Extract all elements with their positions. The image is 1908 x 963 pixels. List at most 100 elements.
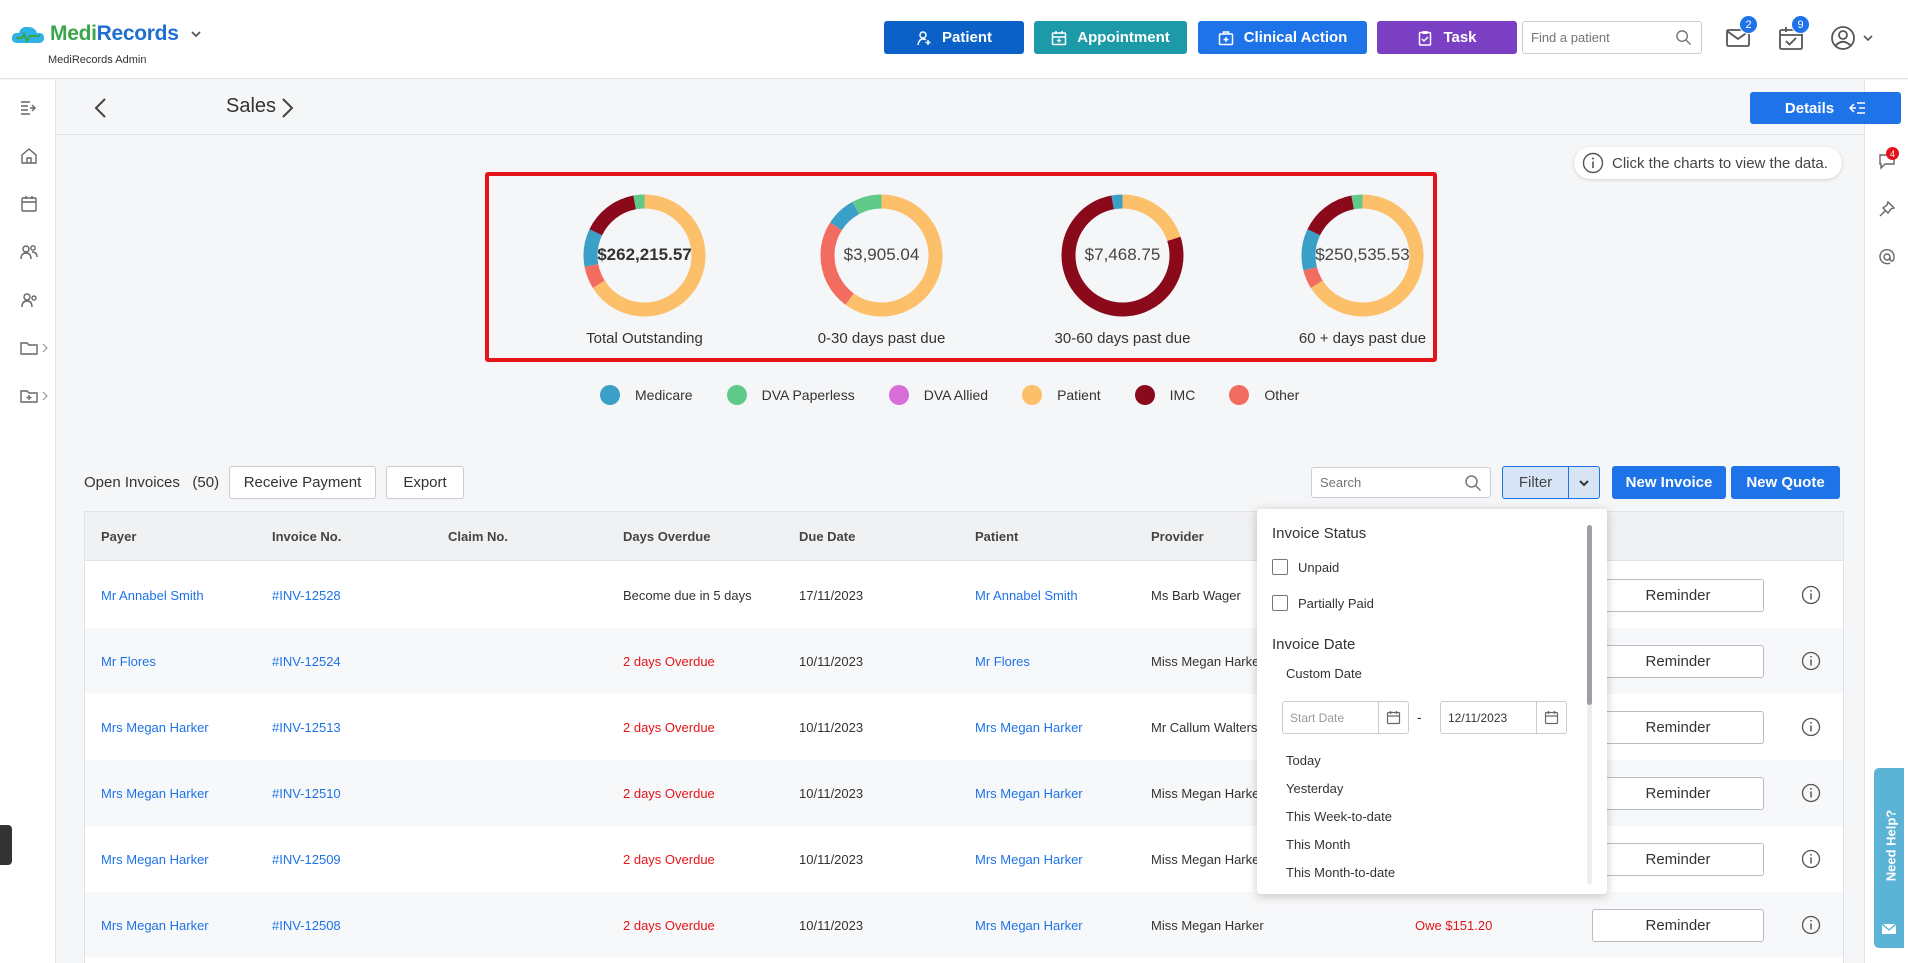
donut-chart[interactable] bbox=[582, 193, 707, 318]
donut-chart[interactable] bbox=[1060, 193, 1185, 318]
search-icon[interactable] bbox=[1675, 29, 1692, 46]
user-avatar-icon[interactable] bbox=[1829, 24, 1857, 52]
table-row[interactable]: Mrs Megan Harker #INV-12513 2 days Overdue… bbox=[85, 694, 1843, 760]
donut-segment-medicare[interactable] bbox=[1061, 194, 1184, 317]
payer-link[interactable]: Mr Annabel Smith bbox=[101, 588, 204, 603]
payer-link[interactable]: Mrs Megan Harker bbox=[101, 720, 209, 735]
legend-item-imc[interactable]: IMC bbox=[1134, 385, 1195, 405]
chevron-down-icon[interactable] bbox=[1862, 32, 1874, 44]
reminder-button[interactable]: Reminder bbox=[1592, 777, 1764, 810]
column-header-payer[interactable]: Payer bbox=[101, 529, 137, 544]
checkbox-box[interactable] bbox=[1272, 559, 1288, 575]
invoice-number-link[interactable]: #INV-12524 bbox=[272, 654, 341, 669]
chevron-left-icon[interactable] bbox=[91, 97, 111, 119]
column-header-provider[interactable]: Provider bbox=[1151, 529, 1204, 544]
invoice-number-link[interactable]: #INV-12513 bbox=[272, 720, 341, 735]
end-date-field[interactable]: 12/11/2023 bbox=[1440, 701, 1567, 734]
reminder-button[interactable]: Reminder bbox=[1592, 909, 1764, 942]
column-header-due-date[interactable]: Due Date bbox=[799, 529, 856, 544]
chart-30-60-days[interactable]: $7,468.75 30-60 days past due bbox=[1020, 193, 1220, 353]
payer-link[interactable]: Mrs Megan Harker bbox=[101, 918, 209, 933]
folder-add-icon[interactable] bbox=[19, 386, 39, 406]
chevron-right-icon[interactable] bbox=[277, 97, 297, 119]
table-row[interactable]: Mr Annabel Smith #INV-12528 Become due in … bbox=[85, 562, 1843, 628]
chart-60-plus-days[interactable]: $250,535.53 60 + days past due bbox=[1260, 193, 1460, 353]
receive-payment-button[interactable]: Receive Payment bbox=[229, 466, 376, 499]
invoice-number-link[interactable]: #INV-12510 bbox=[272, 786, 341, 801]
invoice-number-link[interactable]: #INV-12509 bbox=[272, 852, 341, 867]
new-task-button[interactable]: Task bbox=[1377, 21, 1517, 54]
patient-link[interactable]: Mrs Megan Harker bbox=[975, 786, 1083, 801]
column-header-claim[interactable]: Claim No. bbox=[448, 529, 508, 544]
unpaid-checkbox[interactable]: Unpaid bbox=[1272, 559, 1339, 575]
new-patient-button[interactable]: Patient bbox=[884, 21, 1024, 54]
invoice-number-link[interactable]: #INV-12528 bbox=[272, 588, 341, 603]
need-help-tab[interactable]: Need Help? bbox=[1874, 768, 1904, 948]
payer-link[interactable]: Mrs Megan Harker bbox=[101, 786, 209, 801]
side-drawer-handle[interactable] bbox=[0, 825, 12, 865]
payer-link[interactable]: Mrs Megan Harker bbox=[101, 852, 209, 867]
payer-link[interactable]: Mr Flores bbox=[101, 654, 156, 669]
table-row[interactable]: Mrs Megan Harker #INV-12508 2 days Overdue… bbox=[85, 892, 1843, 958]
export-button[interactable]: Export bbox=[386, 466, 464, 499]
legend-item-dva-paperless[interactable]: DVA Paperless bbox=[726, 385, 855, 405]
reminder-button[interactable]: Reminder bbox=[1592, 843, 1764, 876]
details-button[interactable]: Details bbox=[1750, 92, 1901, 124]
date-option-yesterday[interactable]: Yesterday bbox=[1286, 781, 1344, 796]
start-date-field[interactable]: Start Date bbox=[1282, 701, 1409, 734]
info-icon[interactable] bbox=[1801, 783, 1821, 803]
column-header-days-overdue[interactable]: Days Overdue bbox=[623, 529, 711, 544]
partially-paid-checkbox[interactable]: Partially Paid bbox=[1272, 595, 1374, 611]
expand-menu-icon[interactable] bbox=[19, 98, 39, 118]
donut-chart[interactable] bbox=[819, 193, 944, 318]
folder-icon[interactable] bbox=[19, 338, 39, 358]
at-sign-icon[interactable] bbox=[1878, 248, 1896, 266]
patient-link[interactable]: Mrs Megan Harker bbox=[975, 918, 1083, 933]
brand-logo[interactable]: MediRecords bbox=[10, 22, 203, 46]
column-header-patient[interactable]: Patient bbox=[975, 529, 1019, 544]
invoice-search-input[interactable] bbox=[1320, 475, 1460, 490]
patient-link[interactable]: Mrs Megan Harker bbox=[975, 720, 1083, 735]
donut-segment-imc[interactable] bbox=[1061, 194, 1184, 317]
legend-item-other[interactable]: Other bbox=[1229, 385, 1299, 405]
patient-link[interactable]: Mr Annabel Smith bbox=[975, 588, 1078, 603]
chart-total-outstanding[interactable]: $262,215.57 Total Outstanding bbox=[542, 193, 742, 353]
donut-chart[interactable] bbox=[1300, 193, 1425, 318]
donut-segment-medicare[interactable] bbox=[583, 194, 706, 317]
filter-toggle[interactable] bbox=[1569, 467, 1599, 498]
invoice-search-field[interactable] bbox=[1311, 467, 1491, 498]
date-option-week-to-date[interactable]: This Week-to-date bbox=[1286, 809, 1392, 824]
calendar-icon[interactable] bbox=[1386, 710, 1401, 725]
chevron-right-icon[interactable] bbox=[41, 391, 49, 401]
dropdown-scrollbar[interactable] bbox=[1587, 525, 1592, 705]
info-icon[interactable] bbox=[1801, 849, 1821, 869]
patient-link[interactable]: Mrs Megan Harker bbox=[975, 852, 1083, 867]
calendar-icon[interactable] bbox=[1544, 710, 1559, 725]
find-patient-field[interactable] bbox=[1522, 21, 1702, 54]
filter-label[interactable]: Filter bbox=[1503, 467, 1569, 498]
search-icon[interactable] bbox=[1464, 474, 1482, 492]
reminder-button[interactable]: Reminder bbox=[1592, 579, 1764, 612]
donut-segment-dva-paperless[interactable] bbox=[820, 194, 943, 317]
date-option-this-month[interactable]: This Month bbox=[1286, 837, 1351, 852]
invoice-number-link[interactable]: #INV-12508 bbox=[272, 918, 341, 933]
custom-date-option[interactable]: Custom Date bbox=[1286, 666, 1362, 681]
reminder-button[interactable]: Reminder bbox=[1592, 711, 1764, 744]
patients-icon[interactable] bbox=[19, 242, 39, 262]
chevron-right-icon[interactable] bbox=[41, 343, 49, 353]
contacts-icon[interactable] bbox=[19, 290, 39, 310]
find-patient-input[interactable] bbox=[1531, 30, 1671, 45]
date-option-today[interactable]: Today bbox=[1286, 753, 1321, 768]
checkbox-box[interactable] bbox=[1272, 595, 1288, 611]
patient-link[interactable]: Mr Flores bbox=[975, 654, 1030, 669]
info-icon[interactable] bbox=[1801, 651, 1821, 671]
new-quote-button[interactable]: New Quote bbox=[1731, 466, 1840, 499]
date-option-month-to-date[interactable]: This Month-to-date bbox=[1286, 865, 1396, 880]
dropdown-scroll-track[interactable] bbox=[1587, 525, 1592, 885]
donut-segment-dva-paperless[interactable] bbox=[583, 194, 706, 317]
new-invoice-button[interactable]: New Invoice bbox=[1612, 466, 1726, 499]
home-icon[interactable] bbox=[19, 146, 39, 166]
clinical-action-button[interactable]: Clinical Action bbox=[1198, 21, 1367, 54]
donut-segment-dva-paperless[interactable] bbox=[1301, 194, 1424, 317]
chart-0-30-days[interactable]: $3,905.04 0-30 days past due bbox=[779, 193, 979, 353]
